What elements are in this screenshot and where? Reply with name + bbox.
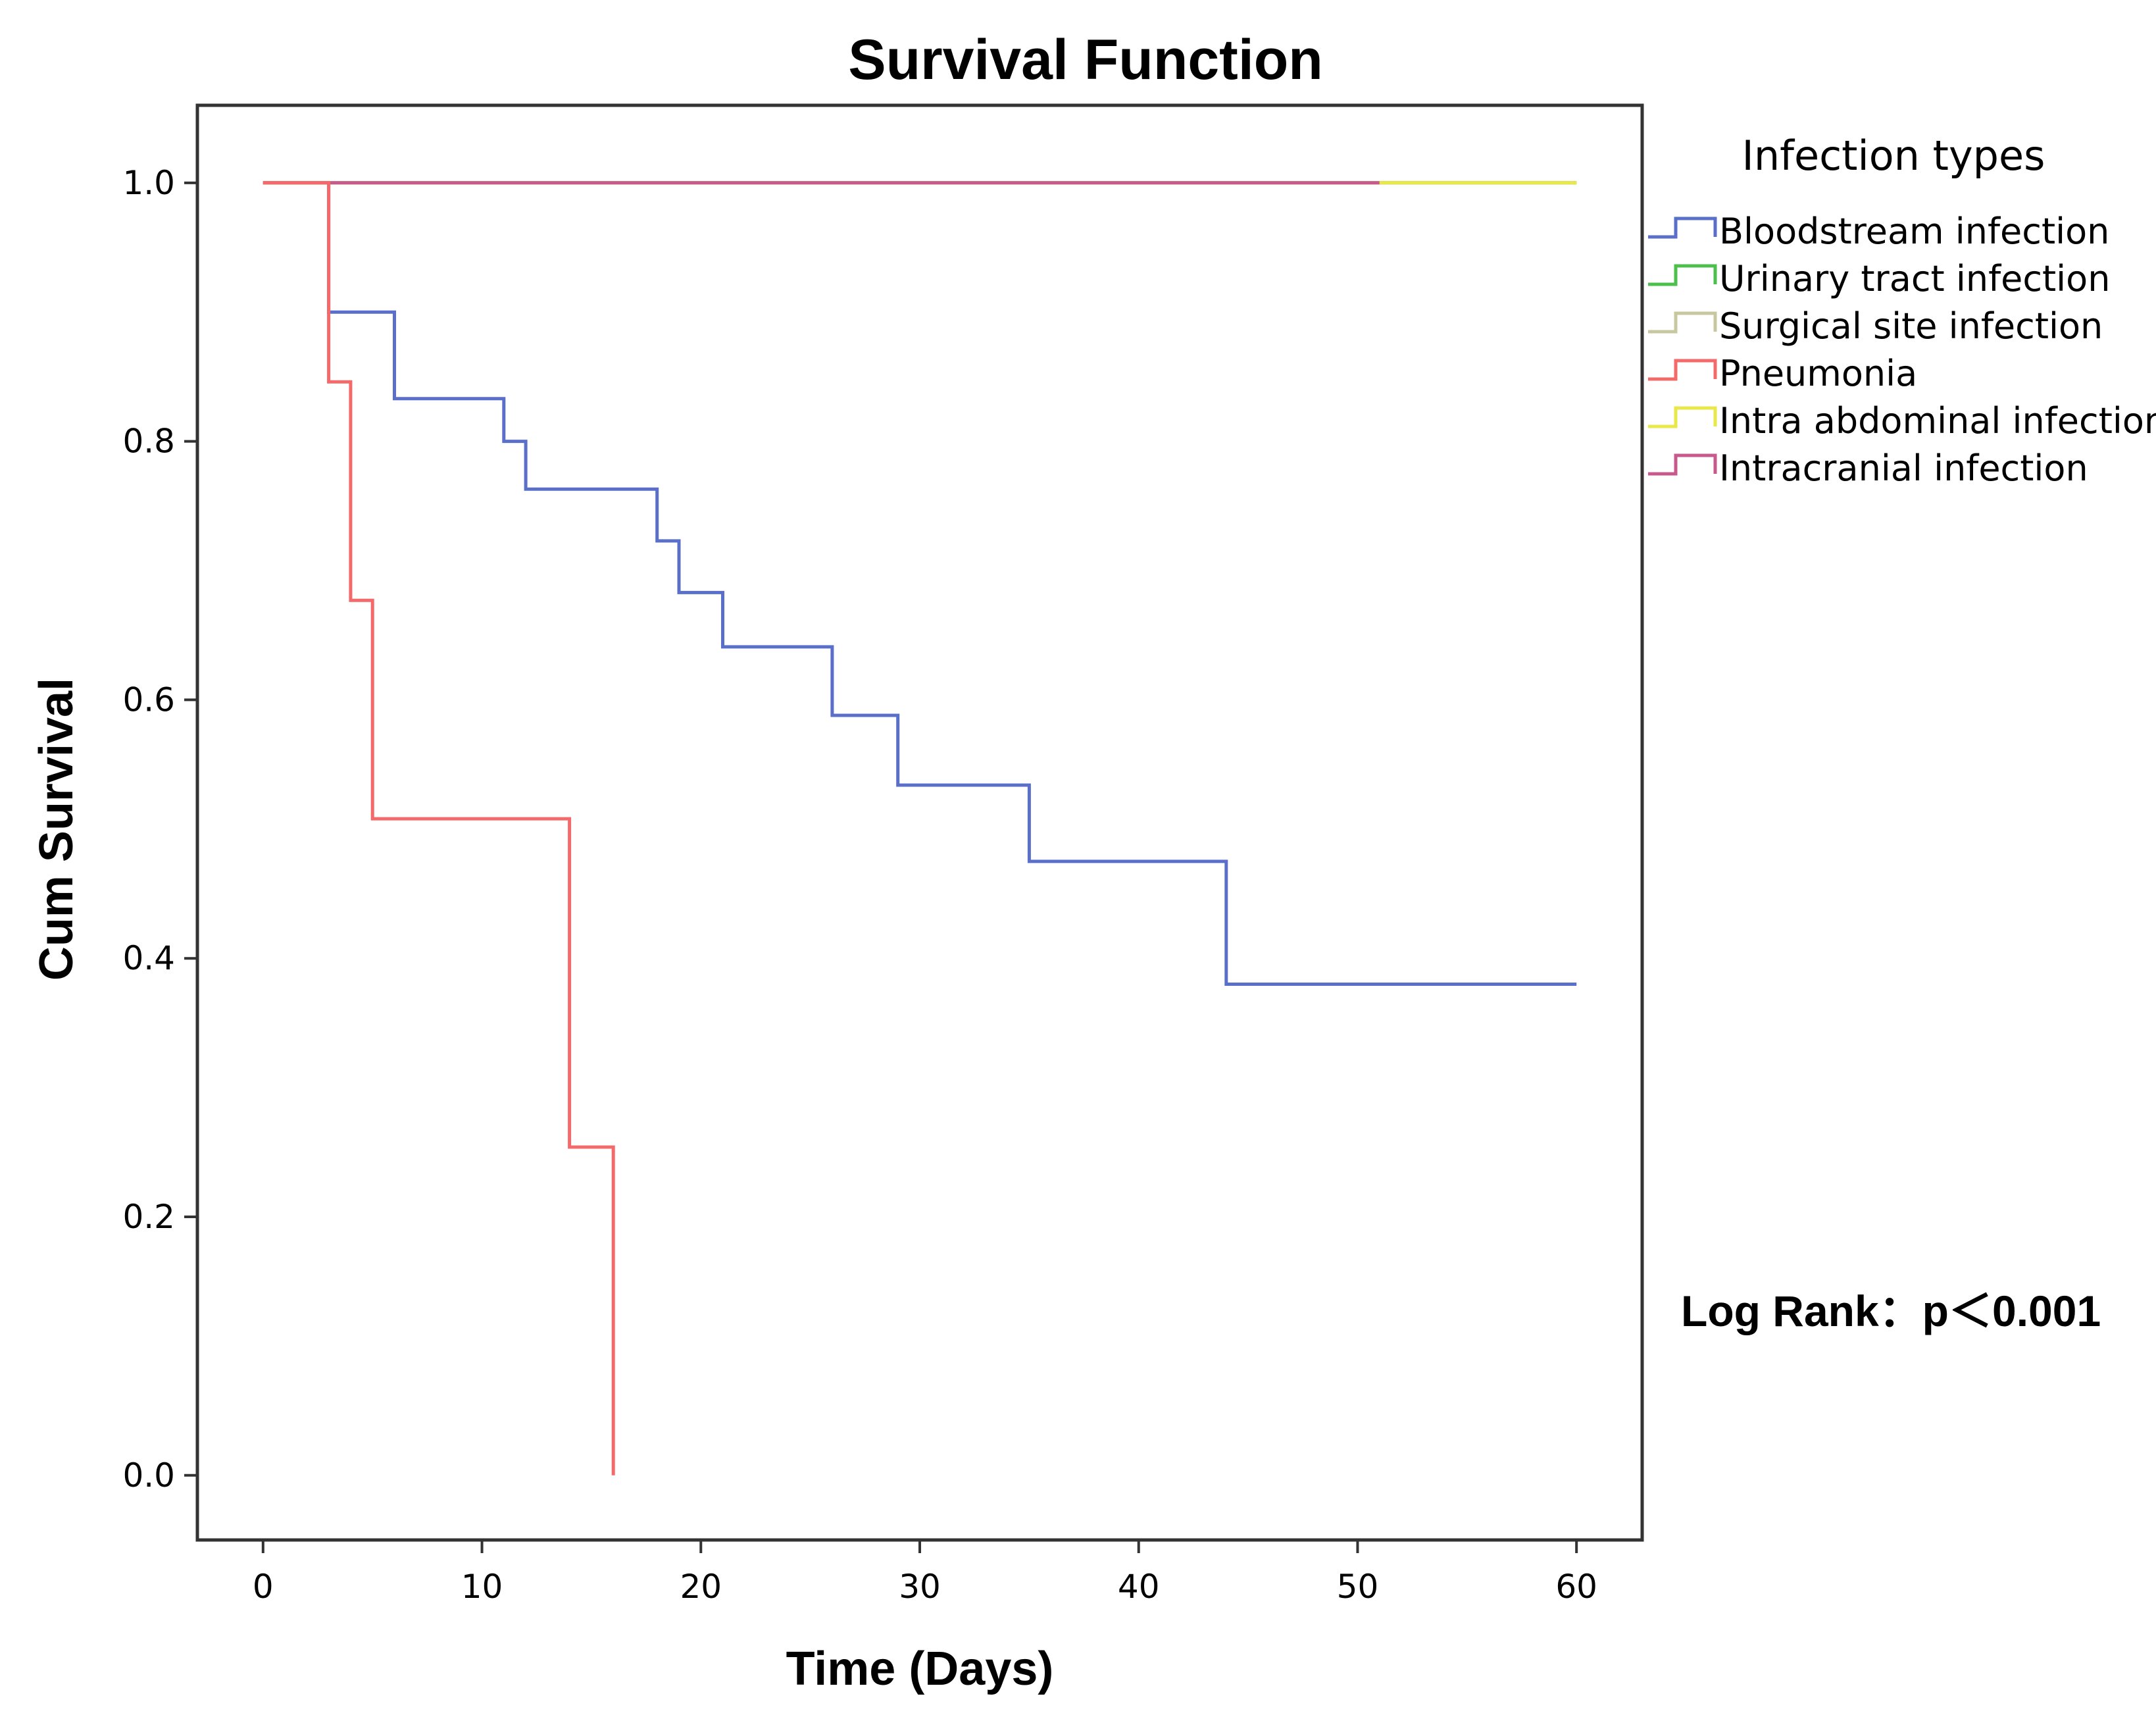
series-lines: [263, 181, 1577, 1475]
x-tick-label: 60: [1555, 1568, 1597, 1606]
chart-title: Survival Function: [848, 28, 1323, 91]
legend-label: Bloodstream infection: [1719, 211, 2109, 252]
plot-frame: [195, 103, 1644, 1542]
legend-item: Urinary tract infection: [1648, 258, 2110, 299]
x-tick-label: 10: [461, 1568, 503, 1606]
x-axis: 0 10 20 30 40 50 60: [253, 1540, 1597, 1606]
series-line-bloodstream-infection: [263, 181, 1577, 986]
legend-label: Urinary tract infection: [1719, 258, 2110, 299]
x-tick-label: 0: [253, 1568, 274, 1606]
legend-swatch: [1648, 311, 1717, 334]
log-rank-annotation: Log Rank：p＜0.001: [1681, 1287, 2101, 1335]
y-tick-label: 1.0: [122, 164, 175, 202]
series-line-pneumonia: [263, 181, 615, 1475]
legend-swatch: [1648, 453, 1717, 476]
x-tick-label: 40: [1118, 1568, 1160, 1606]
x-axis-title: Time (Days): [786, 1643, 1054, 1695]
y-tick-label: 0.2: [122, 1198, 175, 1236]
legend-title: Infection types: [1742, 132, 2045, 180]
legend-item: Bloodstream infection: [1648, 211, 2109, 252]
y-tick-label: 0.6: [122, 680, 175, 719]
legend-label: Intra abdominal infection: [1719, 400, 2156, 442]
legend: Infection types Bloodstream infection Uri…: [1648, 132, 2156, 489]
legend-item: Surgical site infection: [1648, 305, 2103, 347]
y-tick-label: 0.0: [122, 1456, 175, 1495]
x-tick-label: 30: [899, 1568, 941, 1606]
legend-swatch: [1648, 359, 1717, 381]
x-tick-label: 50: [1337, 1568, 1379, 1606]
legend-label: Surgical site infection: [1719, 305, 2103, 347]
y-tick-label: 0.4: [122, 939, 175, 977]
legend-label: Pneumonia: [1719, 353, 1917, 394]
legend-item: Intracranial infection: [1648, 448, 2088, 489]
x-tick-label: 20: [680, 1568, 722, 1606]
y-axis: 0.0 0.2 0.4 0.6 0.8 1.0: [122, 164, 197, 1495]
y-tick-label: 0.8: [122, 423, 175, 461]
y-axis-title: Cum Survival: [30, 678, 83, 981]
legend-item: Intra abdominal infection: [1648, 400, 2156, 442]
legend-label: Intracranial infection: [1719, 448, 2088, 489]
legend-swatch: [1648, 406, 1717, 428]
legend-swatch: [1648, 264, 1717, 286]
legend-swatch: [1648, 217, 1717, 239]
legend-item: Pneumonia: [1648, 353, 1917, 394]
